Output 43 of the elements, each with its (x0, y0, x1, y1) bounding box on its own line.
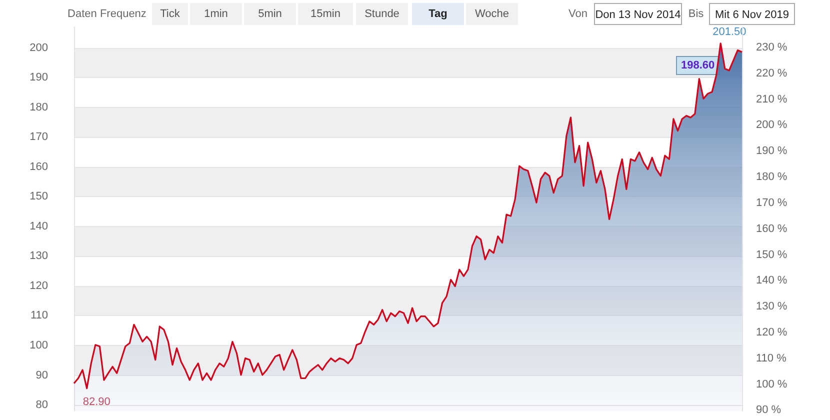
y-tick-label: 170 (30, 131, 48, 144)
y2-tick-label: 140 % (756, 274, 788, 287)
y2-tick-label: 130 % (756, 300, 788, 313)
y2-tick-label: 180 % (756, 171, 788, 184)
text: 5min (244, 3, 296, 25)
text: Mit 6 Nov 2019 (709, 3, 795, 25)
y-tick-label: 190 (30, 72, 48, 84)
text: Don 13 Nov 2014 (594, 3, 682, 25)
y2-tick-label: 230 % (756, 41, 788, 54)
y-tick-label: 90 (36, 369, 48, 382)
text: Von (568, 7, 588, 22)
y2-tick-label: 190 % (756, 145, 788, 158)
y-tick-label: 140 (30, 220, 48, 232)
y2-tick-label: 220 % (756, 67, 788, 80)
annotation: 82.90 (82, 396, 110, 408)
y-tick-label: 80 (36, 399, 48, 412)
y-tick-label: 150 (30, 190, 48, 203)
text: 15min (298, 3, 353, 25)
y-tick-label: 120 (30, 280, 48, 292)
y2-tick-label: 170 % (756, 196, 788, 209)
y-tick-label: 200 (30, 42, 48, 54)
text: Bis (687, 7, 705, 22)
y2-tick-label: 210 % (756, 93, 788, 106)
y2-tick-label: 160 % (756, 222, 788, 235)
y2-tick-label: 150 % (756, 248, 788, 261)
text: Daten Frequenz (66, 7, 148, 22)
y2-tick-label: 120 % (756, 326, 788, 338)
annotation: 201.50 (712, 26, 746, 38)
y2-tick-label: 100 % (756, 378, 788, 390)
y-tick-label: 130 (30, 250, 48, 262)
y2-tick-label: 90 % (756, 404, 782, 416)
text: Tick (152, 3, 188, 25)
y-tick-label: 160 (30, 160, 48, 173)
text: Tag (412, 3, 464, 25)
y-tick-label: 180 (30, 101, 48, 114)
y2-tick-label: 200 % (756, 119, 788, 132)
y-tick-label: 100 (30, 340, 48, 352)
y-tick-label: 110 (30, 310, 48, 322)
text: Woche (466, 3, 518, 25)
y2-tick-label: 110 % (756, 352, 787, 364)
text: 1min (190, 3, 242, 25)
annotation: 198.60 (681, 60, 715, 72)
text: Stunde (356, 3, 408, 25)
